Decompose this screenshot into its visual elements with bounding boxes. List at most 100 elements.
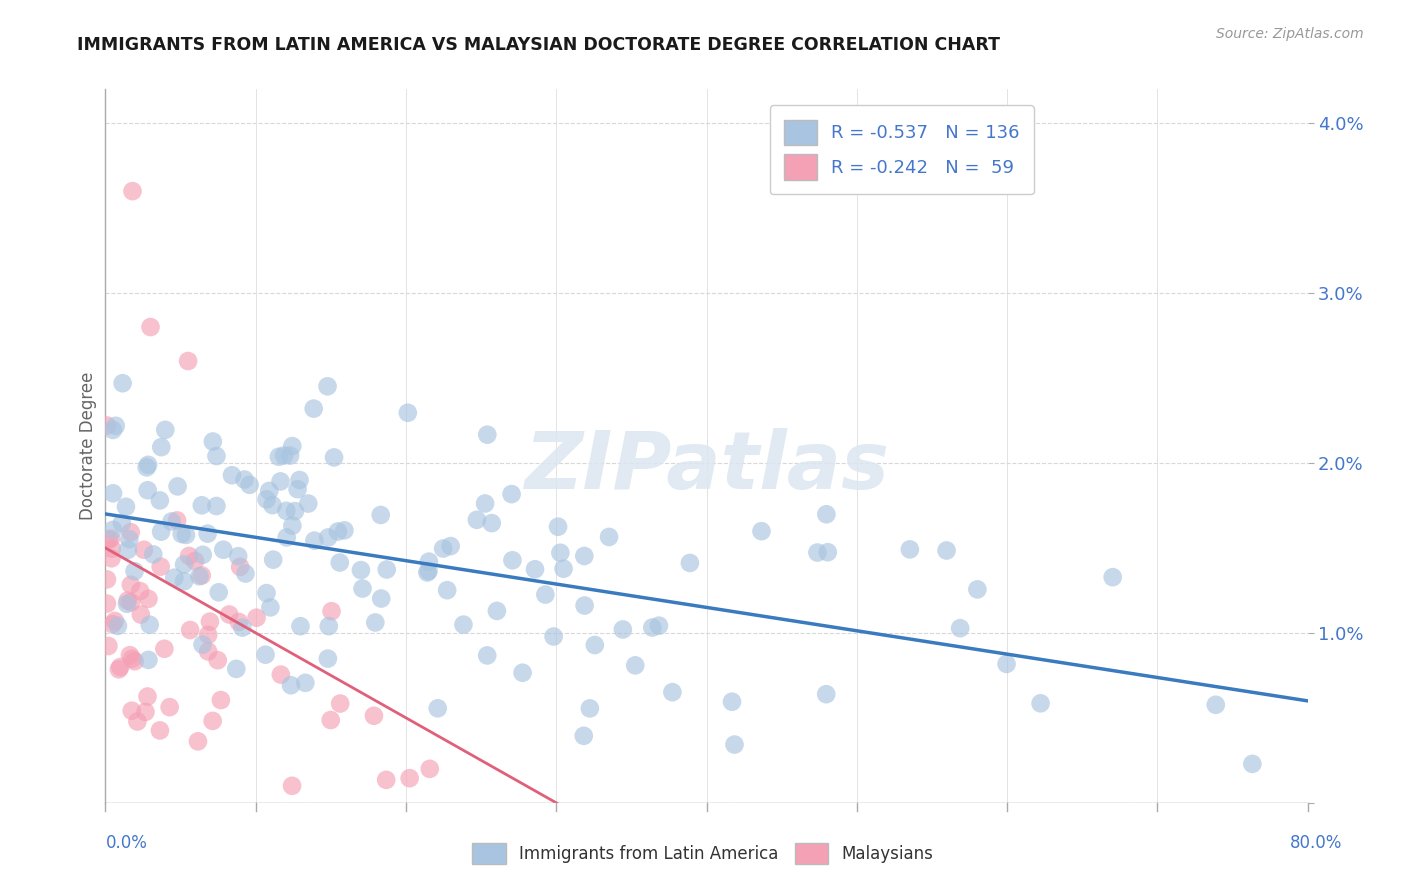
Point [101, 523, 124, 537]
Point [155, 423, 177, 437]
Point [477, 427, 499, 442]
Point [110, 660, 132, 674]
Point [352, 582, 374, 596]
Point [96, 597, 118, 611]
Point [723, 738, 745, 752]
Point [120, 595, 142, 609]
Point [191, 498, 214, 512]
Point [966, 582, 988, 597]
Point [104, 614, 127, 628]
Point [534, 588, 557, 602]
Point [97, 533, 120, 547]
Point [218, 607, 240, 622]
Point [108, 662, 131, 676]
Point [543, 630, 565, 644]
Point [288, 473, 311, 487]
Point [280, 678, 302, 692]
Point [436, 583, 458, 598]
Point [375, 562, 398, 576]
Point [612, 623, 634, 637]
Point [318, 619, 340, 633]
Point [465, 513, 488, 527]
Point [259, 483, 281, 498]
Point [245, 610, 267, 624]
Text: IMMIGRANTS FROM LATIN AMERICA VS MALAYSIAN DOCTORATE DEGREE CORRELATION CHART: IMMIGRANTS FROM LATIN AMERICA VS MALAYSI… [77, 36, 1000, 54]
Point [117, 593, 139, 607]
Point [138, 653, 160, 667]
Point [481, 516, 503, 530]
Point [281, 439, 304, 453]
Point [418, 555, 440, 569]
Point [281, 518, 304, 533]
Point [553, 562, 575, 576]
Point [598, 530, 620, 544]
Point [142, 547, 165, 561]
Point [226, 549, 249, 564]
Point [316, 379, 339, 393]
Point [485, 604, 508, 618]
Point [751, 524, 773, 539]
Point [100, 532, 122, 546]
Point [107, 619, 129, 633]
Point [294, 675, 316, 690]
Point [815, 687, 838, 701]
Point [316, 651, 339, 665]
Point [197, 644, 219, 658]
Point [474, 496, 496, 510]
Point [235, 566, 257, 581]
Point [118, 533, 141, 547]
Point [1101, 570, 1123, 584]
Point [949, 621, 972, 635]
Point [329, 556, 352, 570]
Point [815, 508, 838, 522]
Y-axis label: Doctorate Degree: Doctorate Degree [79, 372, 97, 520]
Point [120, 525, 142, 540]
Point [115, 597, 138, 611]
Point [139, 320, 162, 334]
Point [278, 449, 301, 463]
Point [163, 571, 186, 585]
Point [179, 623, 201, 637]
Point [149, 723, 172, 738]
Point [284, 504, 307, 518]
Point [191, 568, 214, 582]
Point [111, 516, 134, 530]
Point [138, 591, 160, 606]
Point [153, 641, 176, 656]
Point [166, 479, 188, 493]
Point [177, 354, 200, 368]
Point [648, 618, 671, 632]
Point [321, 604, 343, 618]
Point [104, 418, 127, 433]
Point [319, 713, 342, 727]
Point [97, 639, 120, 653]
Point [96, 573, 118, 587]
Point [501, 553, 523, 567]
Point [239, 478, 262, 492]
Point [191, 638, 214, 652]
Point [806, 545, 828, 559]
Point [197, 628, 219, 642]
Point [121, 704, 143, 718]
Point [935, 543, 957, 558]
Text: ZIPatlas: ZIPatlas [524, 428, 889, 507]
Point [419, 762, 441, 776]
Point [281, 779, 304, 793]
Text: 0.0%: 0.0% [105, 834, 148, 852]
Point [270, 475, 292, 489]
Point [111, 376, 134, 391]
Point [188, 569, 211, 583]
Point [150, 524, 173, 539]
Point [201, 714, 224, 728]
Point [326, 524, 349, 539]
Point [995, 657, 1018, 671]
Point [323, 450, 346, 465]
Point [118, 648, 141, 662]
Point [150, 440, 173, 454]
Point [624, 658, 647, 673]
Point [207, 653, 229, 667]
Point [254, 648, 277, 662]
Legend: R = -0.537   N = 136, R = -0.242   N =  59: R = -0.537 N = 136, R = -0.242 N = 59 [769, 105, 1033, 194]
Point [201, 434, 224, 449]
Point [208, 585, 231, 599]
